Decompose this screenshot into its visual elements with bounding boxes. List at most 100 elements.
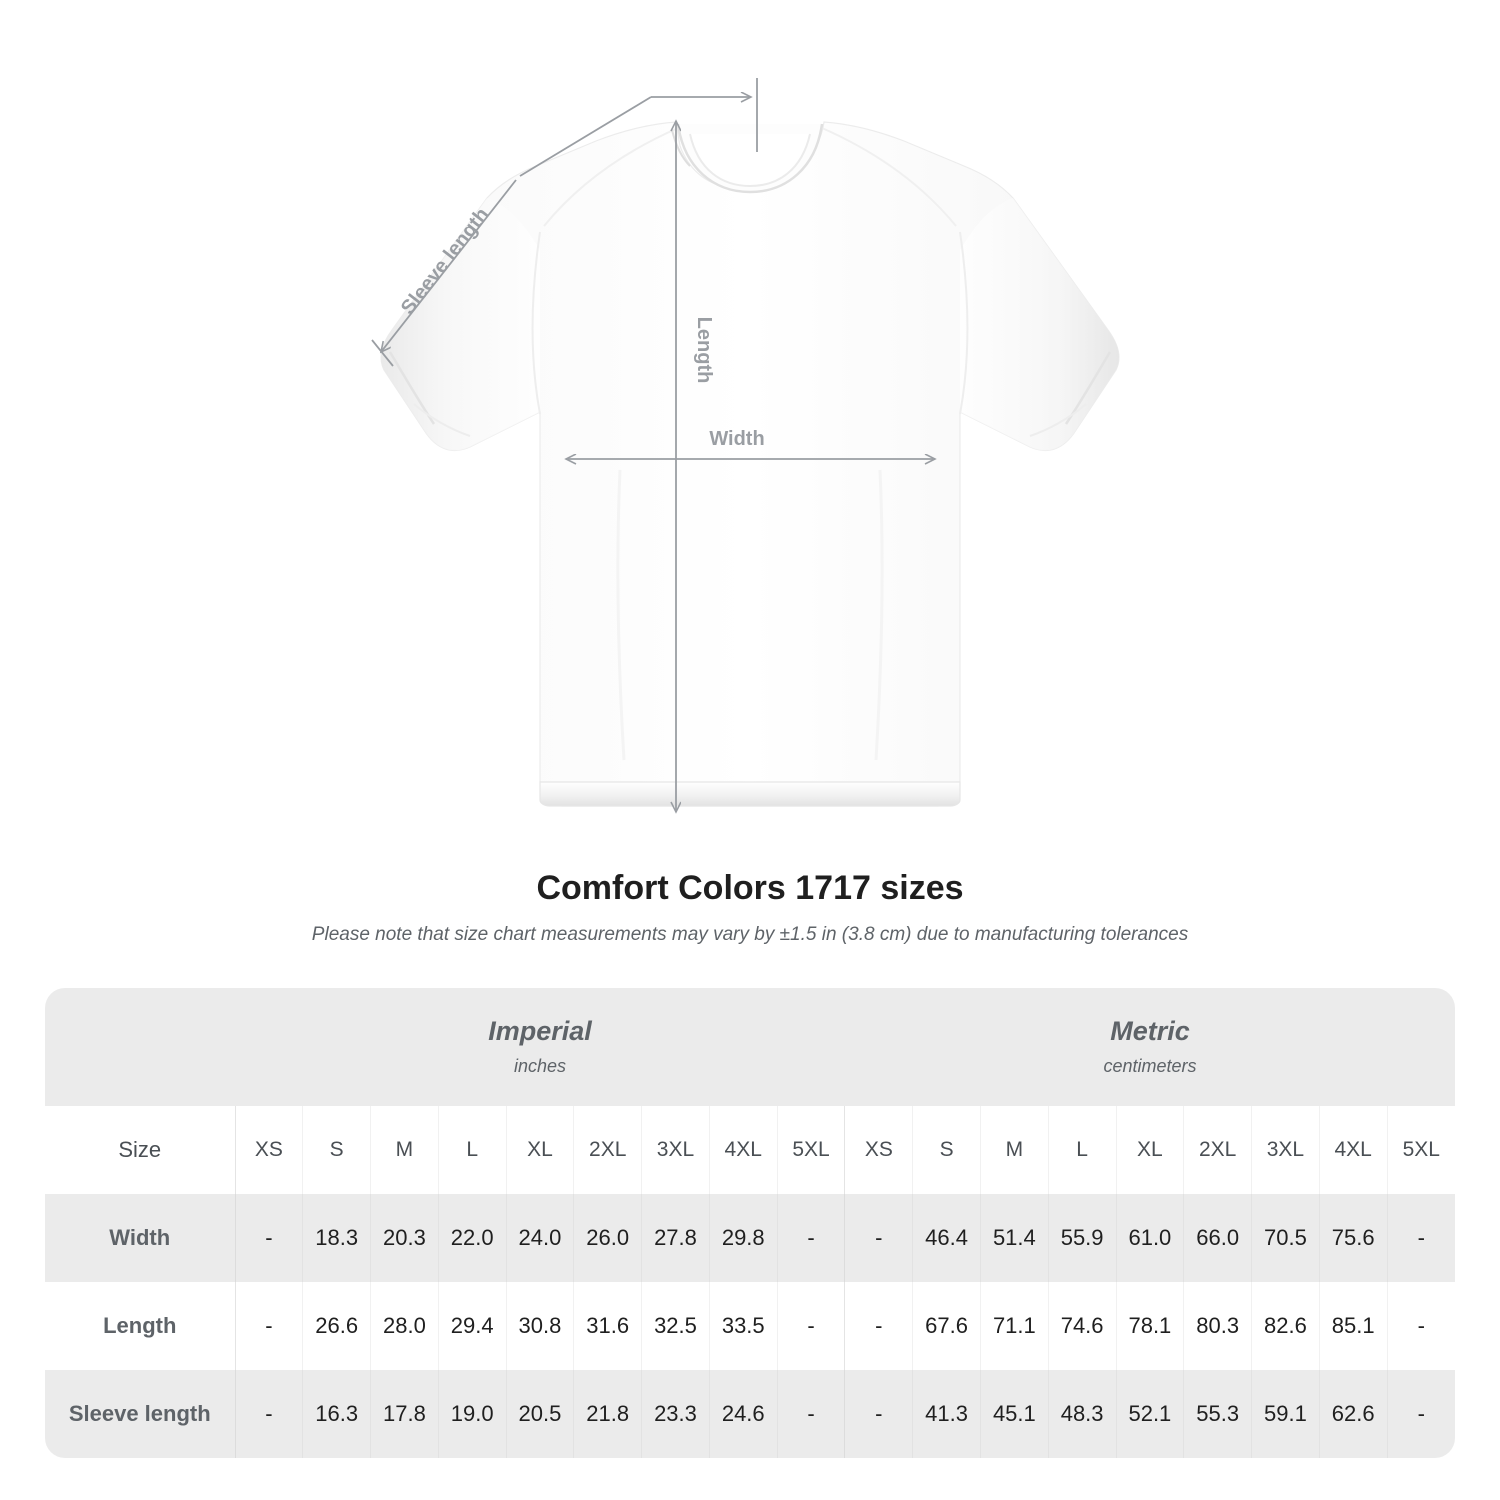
table-row: Width -18.3 20.3 22.0 24.0 26.0 27.8 29.8- -46.4… [45,1194,1455,1282]
measurement-cell-imperial: 19.0 [437,1370,507,1458]
size-header-cell: M [979,1106,1049,1194]
measurement-cell-imperial: 28.0 [370,1282,439,1370]
tshirt-illustration [380,121,1120,807]
size-header-cell: M [370,1106,439,1194]
measurement-cell-metric: 75.6 [1318,1194,1388,1282]
unit-subtitle: centimeters [1103,1055,1197,1076]
left-shoulder-seam [543,127,679,227]
measurement-row-label: Sleeve length [45,1370,235,1458]
measurement-cell-imperial: 31.6 [573,1282,642,1370]
unit-name: Metric [1110,1016,1190,1047]
fabric-fold-right [874,469,884,761]
measurement-cell-imperial: 18.3 [302,1194,371,1282]
unit-name: Imperial [488,1016,592,1047]
measurement-cell-imperial: 29.8 [708,1194,778,1282]
table-row: Length -26.6 28.0 29.4 30.8 31.6 32.5 33.5- -67.… [45,1282,1455,1370]
measurement-cell-imperial: 23.3 [641,1370,710,1458]
chart-heading: Comfort Colors 1717 sizes Please note th… [0,868,1500,947]
size-header-cell: XS [844,1106,913,1194]
measurement-cell-metric: 66.0 [1183,1194,1252,1282]
measurement-cell-metric: 45.1 [979,1370,1049,1458]
right-armhole-seam [959,231,969,415]
measurement-cell-metric: 67.6 [912,1282,981,1370]
right-sleeve-shade [960,198,1120,451]
left-sleeve-fold [413,403,471,437]
measurement-cell-imperial: 26.6 [302,1282,371,1370]
size-header-cell: 2XL [573,1106,642,1194]
measurement-cell-metric: 41.3 [912,1370,981,1458]
size-header-cell: S [912,1106,981,1194]
measurement-cell-imperial: - [776,1282,845,1370]
measurement-cell-imperial: 20.3 [370,1194,439,1282]
measurement-cell-imperial: - [234,1370,303,1458]
right-sleeve-fold [1029,403,1087,437]
measurement-cell-imperial: 27.8 [641,1194,710,1282]
measurement-cell-imperial: 21.8 [573,1370,642,1458]
measurement-cell-metric: - [844,1282,913,1370]
measurement-cell-imperial: 16.3 [302,1370,371,1458]
size-header-cell: S [302,1106,371,1194]
size-header-cell: 3XL [1251,1106,1320,1194]
measurement-cell-metric: 80.3 [1183,1282,1252,1370]
length-label: Length [693,317,715,384]
table-row: Sleeve length -16.3 17.8 19.0 20.5 21.8 23.3 24… [45,1370,1455,1458]
measurement-row-label: Width [45,1194,235,1282]
sleeve-bottom-tick [371,339,394,367]
size-header-label: Size [45,1106,235,1194]
measurement-cell-imperial: - [234,1282,303,1370]
tolerance-note: Please note that size chart measurements… [311,923,1189,945]
sleeve-top-connector [519,96,652,177]
measurement-cell-imperial: 17.8 [370,1370,439,1458]
measurement-cell-metric: 61.0 [1115,1194,1184,1282]
measurement-cell-metric: 74.6 [1047,1282,1116,1370]
size-chart-table: Imperial inches Metric centimeters Size XS S M L… [45,988,1455,1458]
measurement-cell-metric: 71.1 [979,1282,1049,1370]
size-header-cell: XL [1115,1106,1184,1194]
measurement-cell-metric: 70.5 [1251,1194,1320,1282]
measurement-cell-metric: 78.1 [1115,1282,1184,1370]
measurement-cell-metric: - [1386,1194,1455,1282]
measurement-cell-metric: 51.4 [979,1194,1049,1282]
measurement-cell-imperial: - [776,1194,845,1282]
unit-subtitle: inches [513,1055,566,1076]
size-header-cell: 4XL [708,1106,778,1194]
left-armhole-seam [531,231,541,415]
measurement-cell-metric: 85.1 [1318,1282,1388,1370]
size-header-cell: L [437,1106,507,1194]
measurement-cell-imperial: 26.0 [573,1194,642,1282]
measurement-cell-metric: 52.1 [1115,1370,1184,1458]
measurement-cell-metric: - [1386,1370,1455,1458]
measurement-cell-metric: 55.9 [1047,1194,1116,1282]
measurement-cell-imperial: 24.0 [505,1194,574,1282]
measurement-cell-metric: - [844,1194,913,1282]
measurement-cell-metric: 55.3 [1183,1370,1252,1458]
measurement-cell-imperial: 24.6 [708,1370,778,1458]
size-header-cell: L [1047,1106,1116,1194]
unit-header-metric: Metric centimeters [844,988,1455,1106]
size-header-cell: 5XL [1386,1106,1455,1194]
measurement-cell-imperial: 33.5 [708,1282,778,1370]
unit-header-imperial: Imperial inches [235,988,845,1106]
size-header-cell: 2XL [1183,1106,1252,1194]
measurement-cell-metric: 82.6 [1251,1282,1320,1370]
tshirt-diagram: Sleeve length Length Width [371,78,1120,860]
measurement-cell-metric: 48.3 [1047,1370,1116,1458]
size-header-cell: 4XL [1318,1106,1388,1194]
measurement-cell-imperial: 30.8 [505,1282,574,1370]
measurement-cell-metric: - [1386,1282,1455,1370]
measurement-cell-imperial: 32.5 [641,1282,710,1370]
left-sleeve-shade [380,198,540,451]
collar-inner [689,133,811,188]
measurement-cell-imperial: - [234,1194,303,1282]
unit-header-row: Imperial inches Metric centimeters [45,988,1455,1106]
measurement-annotations [371,78,935,812]
measurement-cell-imperial: 29.4 [437,1282,507,1370]
page-title: Comfort Colors 1717 sizes [536,869,964,907]
fabric-fold-left [616,469,626,761]
measurement-row-label: Length [45,1282,235,1370]
measurement-cell-metric: 62.6 [1318,1370,1388,1458]
size-header-cell: XS [234,1106,303,1194]
bottom-hem [539,781,961,807]
measurement-cell-metric: 59.1 [1251,1370,1320,1458]
sleeve-length-arrow [381,179,517,352]
